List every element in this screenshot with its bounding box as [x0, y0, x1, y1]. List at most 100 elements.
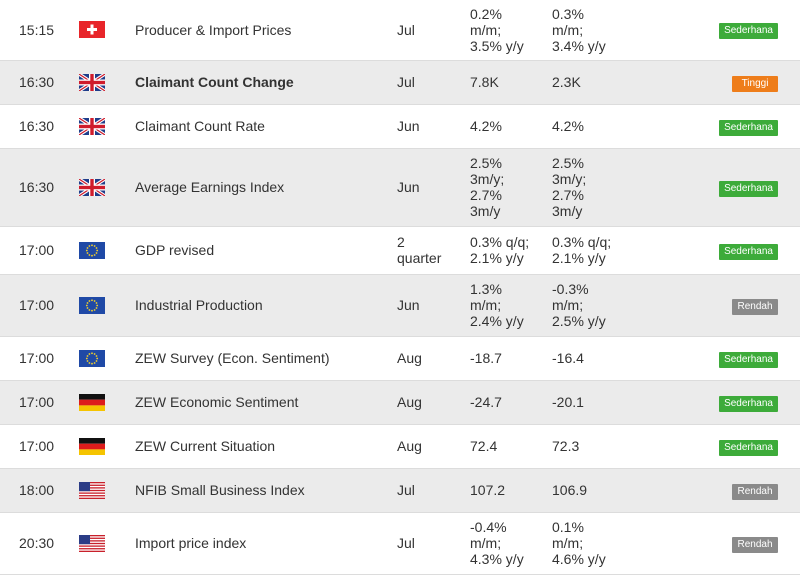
- event-time: 17:00: [19, 394, 55, 410]
- table-row[interactable]: 15:15 Producer & Import Prices Jul 0.2% m/m;…: [0, 0, 800, 60]
- event-period: Aug: [397, 350, 422, 366]
- event-period: Aug: [397, 438, 422, 454]
- eu-flag-icon: [79, 241, 105, 259]
- table-row[interactable]: 18:00 NFIB Small Business Index Jul 107.2 10…: [0, 468, 800, 512]
- event-period: 2 quarter: [397, 234, 442, 266]
- impact-cell: Rendah: [648, 512, 800, 574]
- previous-value: 0.3% q/q; 2.1% y/y: [552, 234, 612, 266]
- country-flag-cell: [79, 424, 135, 468]
- event-name[interactable]: ZEW Current Situation: [135, 438, 276, 454]
- previous-value: 0.3% m/m; 3.4% y/y: [552, 5, 606, 54]
- uk-flag-icon: [79, 117, 105, 135]
- swiss-flag-icon: [79, 21, 105, 39]
- uk-flag-icon: [79, 178, 105, 196]
- table-row[interactable]: 17:00 Industrial Production Jun 1.3% m/m; 2.4…: [0, 274, 800, 336]
- country-flag-cell: [79, 512, 135, 574]
- event-name[interactable]: GDP revised: [135, 242, 215, 258]
- country-flag-cell: [79, 0, 135, 60]
- table-row[interactable]: 16:30 Average Earnings Index Jun 2.5% 3m/y; 2…: [0, 148, 800, 226]
- event-name[interactable]: ZEW Survey (Econ. Sentiment): [135, 350, 330, 366]
- impact-cell: Sederhana: [648, 380, 800, 424]
- impact-badge: Sederhana: [719, 243, 778, 260]
- actual-value: 4.2%: [470, 118, 502, 134]
- country-flag-cell: [79, 148, 135, 226]
- impact-badge: Sederhana: [719, 23, 778, 40]
- country-flag-cell: [79, 336, 135, 380]
- actual-value: 0.2% m/m; 3.5% y/y: [470, 5, 524, 54]
- event-time: 16:30: [19, 118, 55, 134]
- country-flag-cell: [79, 380, 135, 424]
- previous-value: 72.3: [552, 438, 580, 454]
- impact-badge: Sederhana: [719, 439, 778, 456]
- uk-flag-icon: [79, 73, 105, 91]
- country-flag-cell: [79, 60, 135, 104]
- previous-value: 2.3K: [552, 74, 581, 90]
- event-time: 16:30: [19, 74, 55, 90]
- actual-value: 107.2: [470, 482, 506, 498]
- impact-cell: Tinggi: [648, 60, 800, 104]
- event-period: Jun: [397, 179, 420, 195]
- impact-cell: Sederhana: [648, 424, 800, 468]
- table-row[interactable]: 16:30 Claimant Count Rate Jun 4.2% 4.2% Seder…: [0, 104, 800, 148]
- impact-cell: Sederhana: [648, 104, 800, 148]
- event-name[interactable]: NFIB Small Business Index: [135, 482, 305, 498]
- event-time: 17:00: [19, 438, 55, 454]
- event-period: Aug: [397, 394, 422, 410]
- impact-cell: Sederhana: [648, 148, 800, 226]
- impact-badge: Sederhana: [719, 351, 778, 368]
- country-flag-cell: [79, 274, 135, 336]
- impact-cell: Rendah: [648, 468, 800, 512]
- event-name[interactable]: Import price index: [135, 535, 247, 551]
- country-flag-cell: [79, 104, 135, 148]
- previous-value: 4.2%: [552, 118, 584, 134]
- previous-value: 2.5% 3m/y; 2.7% 3m/y: [552, 155, 587, 219]
- actual-value: 1.3% m/m; 2.4% y/y: [470, 281, 524, 329]
- event-period: Jul: [397, 535, 415, 551]
- impact-badge: Rendah: [732, 536, 778, 553]
- event-time: 18:00: [19, 482, 55, 498]
- us-flag-icon: [79, 481, 105, 499]
- table-row[interactable]: 17:00 ZEW Current Situation Aug 72.4 72.3 Sed…: [0, 424, 800, 468]
- actual-value: -18.7: [470, 350, 502, 366]
- table-row[interactable]: 17:00 ZEW Survey (Econ. Sentiment) Aug -18.…: [0, 336, 800, 380]
- actual-value: 2.5% 3m/y; 2.7% 3m/y: [470, 155, 505, 219]
- event-name[interactable]: Producer & Import Prices: [135, 21, 292, 38]
- event-name[interactable]: Claimant Count Change: [135, 74, 294, 90]
- impact-badge: Sederhana: [719, 395, 778, 412]
- event-period: Jul: [397, 21, 415, 38]
- event-name[interactable]: Industrial Production: [135, 297, 263, 313]
- previous-value: -20.1: [552, 394, 584, 410]
- germany-flag-icon: [79, 437, 105, 455]
- event-time: 20:30: [19, 535, 55, 551]
- previous-value: -0.3% m/m; 2.5% y/y: [552, 281, 606, 329]
- event-time: 15:15: [19, 21, 55, 38]
- table-row[interactable]: 20:30 Import price index Jul -0.4% m/m; 4.3% …: [0, 512, 800, 574]
- event-time: 17:00: [19, 297, 55, 313]
- previous-value: -16.4: [552, 350, 584, 366]
- impact-cell: Sederhana: [648, 0, 800, 60]
- germany-flag-icon: [79, 393, 105, 411]
- actual-value: 0.3% q/q; 2.1% y/y: [470, 234, 530, 266]
- impact-badge: Sederhana: [719, 180, 778, 197]
- table-row[interactable]: 17:00 ZEW Economic Sentiment Aug -24.7 -20.1…: [0, 380, 800, 424]
- impact-badge: Tinggi: [732, 75, 778, 92]
- impact-cell: Rendah: [648, 274, 800, 336]
- previous-value: 0.1% m/m; 4.6% y/y: [552, 519, 606, 567]
- actual-value: 72.4: [470, 438, 498, 454]
- table-row[interactable]: 16:30 Claimant Count Change Jul 7.8K 2.3K Tin…: [0, 60, 800, 104]
- event-period: Jun: [397, 297, 420, 313]
- impact-cell: Sederhana: [648, 226, 800, 274]
- event-name[interactable]: Claimant Count Rate: [135, 118, 265, 134]
- actual-value: -24.7: [470, 394, 502, 410]
- event-name[interactable]: Average Earnings Index: [135, 179, 285, 195]
- country-flag-cell: [79, 468, 135, 512]
- table-row[interactable]: 17:00 GDP revised 2 quarter 0.3% q/q; 2.1% y/…: [0, 226, 800, 274]
- eu-flag-icon: [79, 349, 105, 367]
- event-name[interactable]: ZEW Economic Sentiment: [135, 394, 299, 410]
- event-time: 17:00: [19, 350, 55, 366]
- actual-value: 7.8K: [470, 74, 499, 90]
- impact-badge: Rendah: [732, 298, 778, 315]
- impact-badge: Sederhana: [719, 119, 778, 136]
